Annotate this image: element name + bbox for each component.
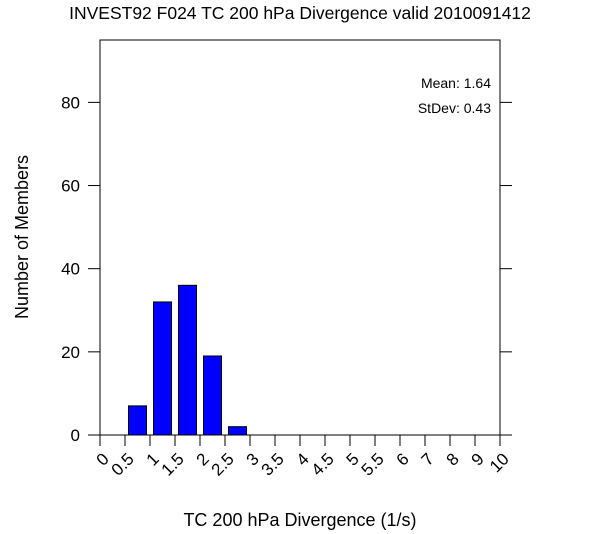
y-axis-label: Number of Members bbox=[12, 155, 32, 319]
x-tick-label-3: 1.5 bbox=[158, 449, 188, 479]
y-axis: 0 20 40 60 80 bbox=[61, 93, 512, 445]
x-tick-label-12: 6 bbox=[393, 449, 413, 469]
x-axis-label: TC 200 hPa Divergence (1/s) bbox=[183, 510, 416, 530]
bar-0 bbox=[128, 405, 147, 436]
x-tick-label-5: 2.5 bbox=[208, 449, 238, 479]
bar-3 bbox=[203, 355, 222, 436]
bar-2 bbox=[178, 284, 197, 436]
bars-group bbox=[128, 284, 247, 436]
bar-4 bbox=[228, 426, 247, 436]
x-tick-label-7: 3.5 bbox=[258, 449, 288, 479]
x-tick-label-11: 5.5 bbox=[358, 449, 388, 479]
x-tick-label-13: 7 bbox=[418, 449, 438, 469]
stdev-annotation: StDev: 0.43 bbox=[418, 100, 491, 116]
x-tick-label-16: 10 bbox=[486, 449, 513, 476]
y-tick-label-4: 80 bbox=[61, 93, 80, 112]
bar-1 bbox=[153, 301, 172, 436]
x-tick-label-15: 9 bbox=[468, 449, 488, 469]
mean-annotation: Mean: 1.64 bbox=[421, 75, 491, 91]
x-axis: 00.5 11.5 22.5 33.5 44.5 55.5 6 7 8 910 bbox=[93, 435, 513, 480]
stats-box: Mean: 1.64 StDev: 0.43 bbox=[418, 75, 491, 116]
y-tick-label-0: 0 bbox=[71, 426, 80, 445]
chart-title: INVEST92 F024 TC 200 hPa Divergence vali… bbox=[69, 3, 531, 23]
y-tick-label-1: 20 bbox=[61, 343, 80, 362]
x-tick-label-14: 8 bbox=[443, 449, 463, 469]
y-tick-label-2: 40 bbox=[61, 260, 80, 279]
x-tick-label-1: 0.5 bbox=[108, 449, 138, 479]
y-tick-label-3: 60 bbox=[61, 177, 80, 196]
x-tick-label-9: 4.5 bbox=[308, 449, 338, 479]
